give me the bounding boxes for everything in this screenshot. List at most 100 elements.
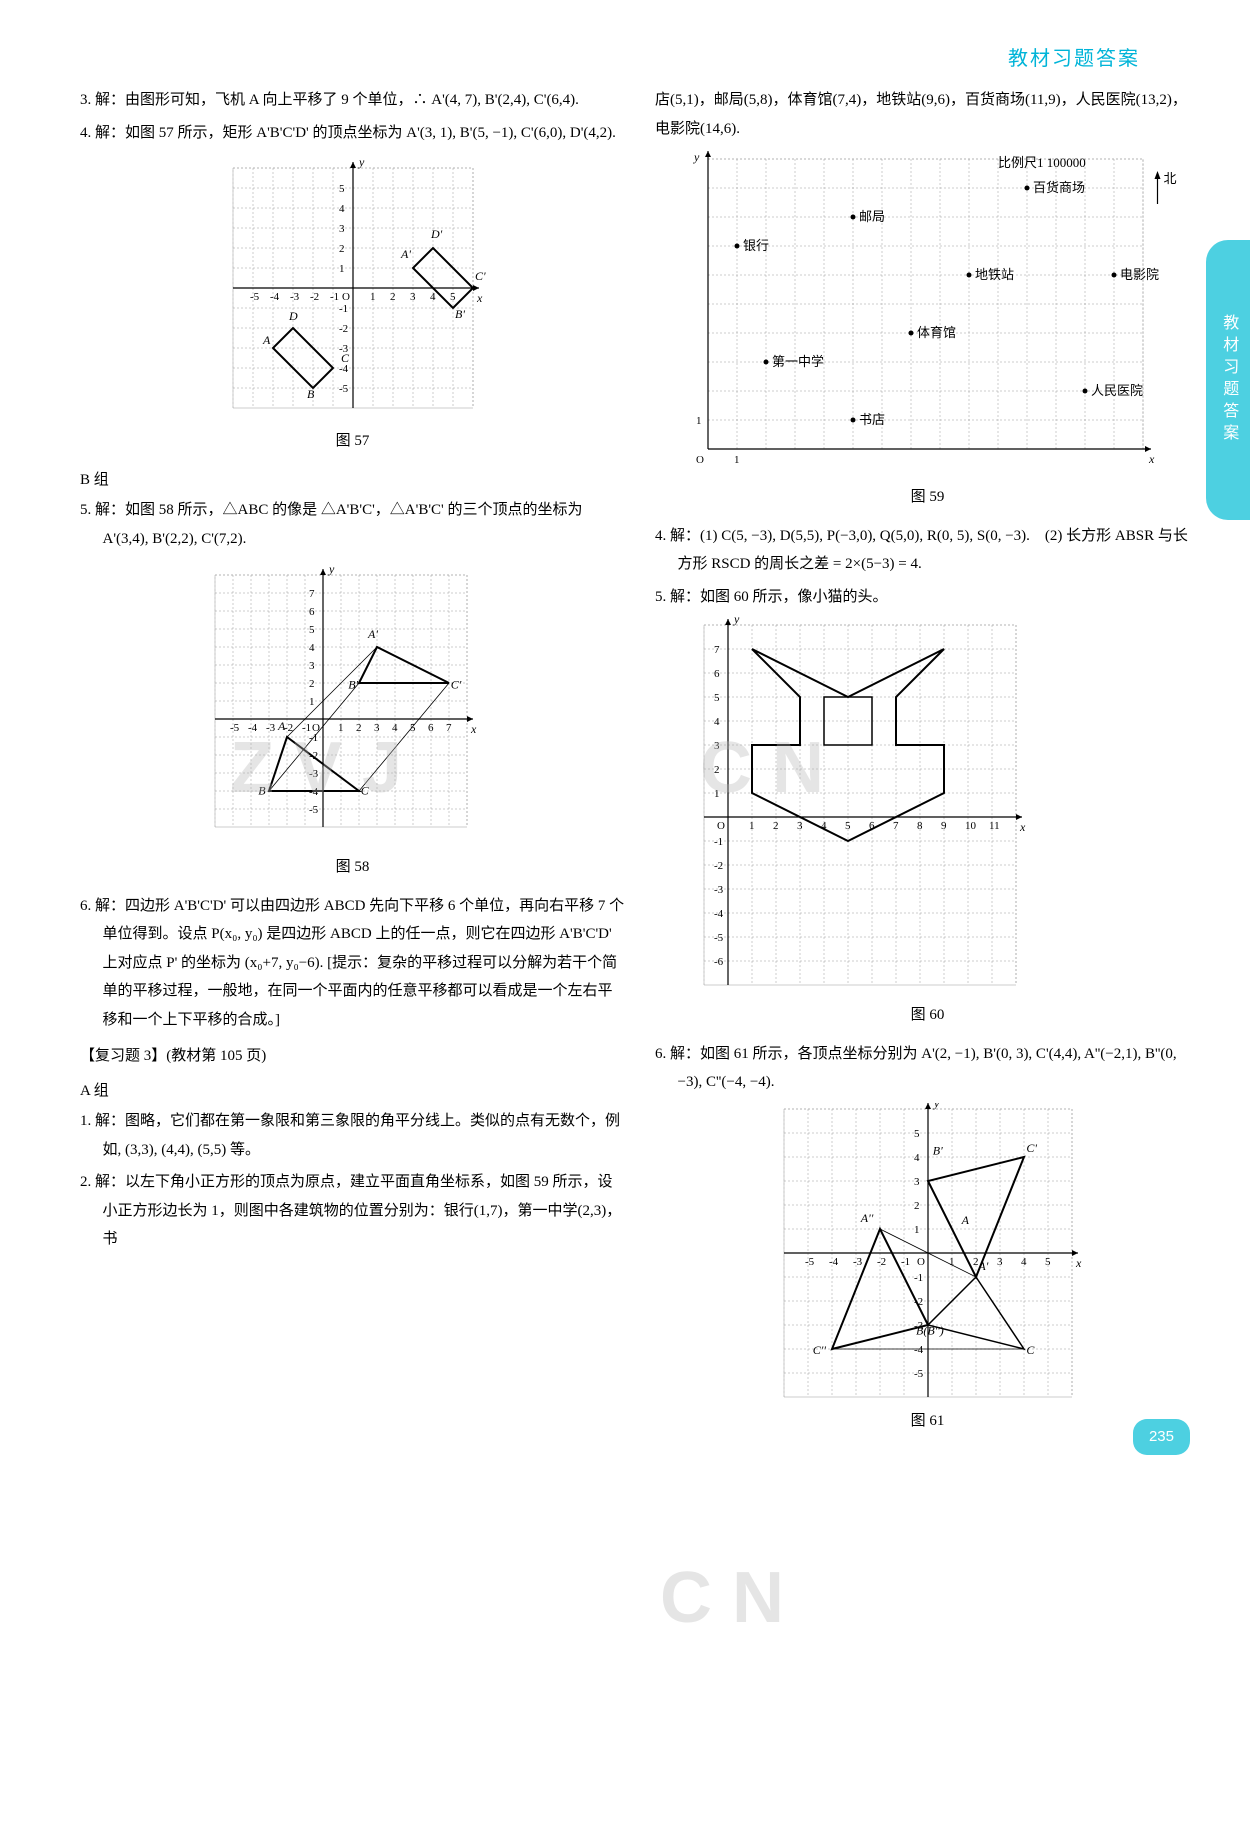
figure-59: xyO11比例尺1 100000北银行第一中学书店邮局体育馆地铁站百货商场人民医… <box>655 149 1200 512</box>
svg-text:-3: -3 <box>309 768 319 780</box>
svg-text:8: 8 <box>917 820 923 832</box>
svg-text:7: 7 <box>714 644 720 656</box>
svg-text:9: 9 <box>941 820 947 832</box>
svg-text:3: 3 <box>997 1256 1003 1268</box>
svg-text:-2: -2 <box>309 750 318 762</box>
svg-text:-3: -3 <box>266 722 276 734</box>
svg-text:1: 1 <box>749 820 755 832</box>
svg-text:-4: -4 <box>714 908 724 920</box>
svg-text:-4: -4 <box>339 363 349 375</box>
exercise-3-title: 【复习题 3】(教材第 105 页) <box>80 1042 625 1071</box>
svg-text:y: y <box>328 562 335 576</box>
svg-text:人民医院: 人民医院 <box>1091 383 1143 398</box>
svg-text:1: 1 <box>914 1224 920 1236</box>
problem-r4: 4. 解：(1) C(5, −3), D(5,5), P(−3,0), Q(5,… <box>655 522 1200 579</box>
svg-text:1: 1 <box>714 788 720 800</box>
problem-a1: 1. 解：图略，它们都在第一象限和第三象限的角平分线上。类似的点有无数个，例如,… <box>80 1107 625 1164</box>
svg-text:2: 2 <box>339 243 345 255</box>
svg-text:2: 2 <box>914 1200 920 1212</box>
svg-text:电影院: 电影院 <box>1120 267 1159 282</box>
svg-text:4: 4 <box>821 820 827 832</box>
svg-text:3: 3 <box>374 722 380 734</box>
svg-text:-4: -4 <box>309 786 319 798</box>
svg-text:-4: -4 <box>270 291 280 303</box>
svg-text:-4: -4 <box>829 1256 839 1268</box>
svg-text:-3: -3 <box>339 343 349 355</box>
svg-text:y: y <box>733 617 740 626</box>
svg-text:4: 4 <box>392 722 398 734</box>
svg-text:10: 10 <box>965 820 977 832</box>
svg-text:-6: -6 <box>714 956 724 968</box>
svg-text:3: 3 <box>309 660 315 672</box>
svg-text:-2: -2 <box>914 1296 923 1308</box>
svg-text:O: O <box>342 291 350 303</box>
svg-text:x: x <box>476 291 483 305</box>
figure-61: xyOB'A'C'A''B(B'')CC''A-5-4-3-2-112345-5… <box>655 1103 1200 1436</box>
svg-text:1: 1 <box>338 722 344 734</box>
svg-text:-4: -4 <box>248 722 258 734</box>
svg-text:5: 5 <box>450 291 456 303</box>
svg-text:1: 1 <box>734 454 740 466</box>
svg-text:5: 5 <box>309 624 315 636</box>
svg-text:A: A <box>960 1213 969 1227</box>
right-column: 店(5,1)，邮局(5,8)，体育馆(7,4)，地铁站(9,6)，百货商场(11… <box>655 86 1200 1445</box>
svg-text:4: 4 <box>914 1152 920 1164</box>
svg-text:-5: -5 <box>914 1368 924 1380</box>
svg-text:-1: -1 <box>914 1272 923 1284</box>
svg-text:书店: 书店 <box>859 412 885 427</box>
svg-text:北: 北 <box>1163 171 1176 186</box>
svg-text:A': A' <box>977 1258 988 1272</box>
svg-text:百货商场: 百货商场 <box>1033 180 1085 195</box>
svg-text:6: 6 <box>309 606 315 618</box>
svg-text:x: x <box>470 722 477 736</box>
side-tab: 教材习题答案 <box>1206 240 1250 520</box>
svg-text:2: 2 <box>309 678 315 690</box>
problem-3: 3. 解：由图形可知，飞机 A 向上平移了 9 个单位，∴ A'(4, 7), … <box>80 86 625 115</box>
svg-text:2: 2 <box>973 1256 979 1268</box>
svg-text:-5: -5 <box>805 1256 815 1268</box>
svg-text:5: 5 <box>914 1128 920 1140</box>
svg-text:4: 4 <box>1021 1256 1027 1268</box>
svg-text:C: C <box>360 784 369 798</box>
svg-text:y: y <box>358 155 365 169</box>
svg-text:1: 1 <box>949 1256 955 1268</box>
svg-text:-5: -5 <box>250 291 260 303</box>
svg-text:2: 2 <box>714 764 720 776</box>
svg-text:7: 7 <box>446 722 452 734</box>
fig61-caption: 图 61 <box>911 1407 945 1436</box>
section-a: A 组 <box>80 1077 625 1106</box>
svg-text:-3: -3 <box>853 1256 863 1268</box>
svg-text:-2: -2 <box>310 291 319 303</box>
page-header: 教材习题答案 <box>80 40 1200 78</box>
svg-text:-3: -3 <box>714 884 724 896</box>
svg-text:D: D <box>288 309 298 323</box>
svg-text:邮局: 邮局 <box>859 209 885 224</box>
svg-text:x: x <box>1075 1256 1082 1270</box>
svg-text:3: 3 <box>339 223 345 235</box>
svg-text:B: B <box>258 784 266 798</box>
svg-text:O: O <box>696 454 704 466</box>
svg-text:6: 6 <box>869 820 875 832</box>
problem-a2: 2. 解：以左下角小正方形的顶点为原点，建立平面直角坐标系，如图 59 所示，设… <box>80 1168 625 1254</box>
svg-text:地铁站: 地铁站 <box>975 267 1014 282</box>
svg-text:y: y <box>933 1103 940 1110</box>
svg-text:-5: -5 <box>714 932 724 944</box>
fig57-caption: 图 57 <box>336 427 370 456</box>
svg-text:4: 4 <box>309 642 315 654</box>
svg-text:2: 2 <box>773 820 779 832</box>
svg-text:C': C' <box>450 677 461 691</box>
svg-text:5: 5 <box>410 722 416 734</box>
svg-text:-1: -1 <box>339 303 348 315</box>
svg-text:A: A <box>262 333 271 347</box>
svg-text:-1: -1 <box>714 836 723 848</box>
problem-5: 5. 解：如图 58 所示，△ABC 的像是 △A'B'C'，△A'B'C' 的… <box>80 496 625 553</box>
figure-57: xyOABCDA'B'C'D'-5-4-3-2-112345-5-4-3-2-1… <box>80 153 625 456</box>
svg-text:-1: -1 <box>330 291 339 303</box>
problem-4: 4. 解：如图 57 所示，矩形 A'B'C'D' 的顶点坐标为 A'(3, 1… <box>80 119 625 148</box>
svg-text:7: 7 <box>893 820 899 832</box>
watermark-3: C N <box>660 1530 784 1667</box>
svg-text:6: 6 <box>714 668 720 680</box>
svg-text:3: 3 <box>914 1176 920 1188</box>
svg-text:-2: -2 <box>284 722 293 734</box>
svg-text:x: x <box>1019 820 1026 834</box>
